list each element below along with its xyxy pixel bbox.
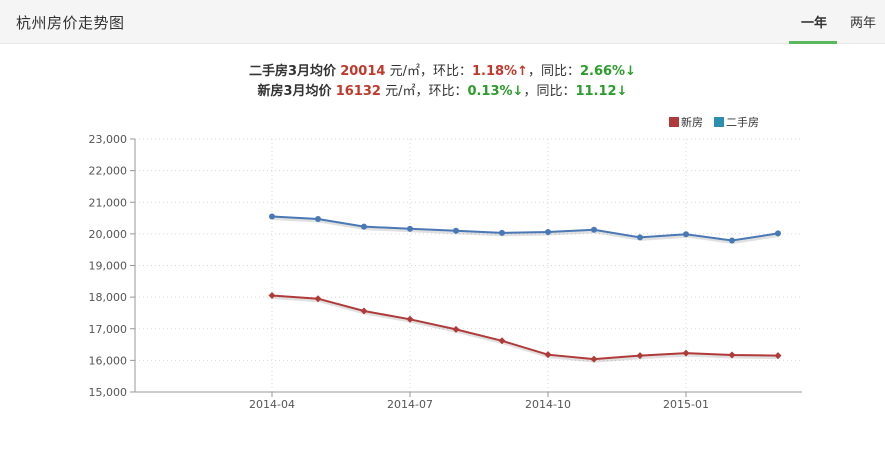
data-point	[775, 230, 781, 237]
data-point	[636, 352, 644, 360]
data-point	[406, 315, 414, 323]
data-point	[729, 237, 735, 244]
data-point	[683, 231, 689, 238]
summary-line-secondhand: 二手房3月均价 20014 元/㎡，环比：1.18%↑，同比：2.66%↓	[0, 62, 885, 82]
x-tick-label: 2014-04	[249, 398, 295, 411]
x-tick-label: 2015-01	[663, 398, 709, 411]
summary-unit: 元/㎡，环比：	[385, 84, 468, 99]
y-tick-label: 17,000	[89, 323, 128, 336]
legend-label: 新房	[681, 115, 703, 129]
data-point	[637, 234, 643, 241]
summary-line-new: 新房3月均价 16132 元/㎡，环比：0.13%↓，同比：11.12↓	[0, 82, 885, 102]
data-point	[499, 229, 505, 236]
data-point	[728, 351, 736, 359]
summary-price: 20014	[340, 64, 386, 79]
tab-one-year[interactable]: 一年	[800, 16, 827, 31]
data-point	[682, 349, 690, 357]
summary-yoy: 2.66%↓	[579, 64, 636, 79]
data-point	[545, 228, 551, 235]
data-point	[544, 351, 552, 359]
summary-yoy: 11.12↓	[575, 84, 628, 99]
legend-label: 二手房	[726, 115, 759, 129]
data-point	[452, 325, 460, 333]
data-point	[591, 226, 597, 233]
y-tick-label: 21,000	[89, 196, 128, 209]
data-point	[498, 337, 506, 345]
data-point	[407, 225, 413, 232]
legend-secondhand: 二手房	[714, 115, 759, 129]
data-point	[453, 227, 459, 234]
data-point	[360, 307, 368, 315]
y-tick-label: 23,000	[89, 133, 128, 146]
y-tick-label: 20,000	[89, 228, 128, 241]
data-point	[269, 213, 275, 220]
data-point	[268, 292, 276, 300]
data-point	[774, 352, 782, 360]
legend-new: 新房	[669, 115, 703, 129]
data-point	[315, 216, 321, 223]
series-line-secondhand	[271, 215, 779, 242]
summary-sep: ，同比：	[523, 84, 576, 99]
summary-price: 16132	[335, 84, 381, 99]
header-bar: 杭州房价走势图 一年 两年	[0, 0, 885, 44]
data-point	[361, 223, 367, 230]
page-title: 杭州房价走势图	[16, 14, 125, 32]
x-tick-label: 2014-10	[525, 398, 571, 411]
price-summary: 二手房3月均价 20014 元/㎡，环比：1.18%↑，同比：2.66%↓ 新房…	[0, 62, 885, 102]
summary-mom: 1.18%↑	[471, 64, 528, 79]
tab-two-year[interactable]: 两年	[849, 16, 876, 31]
series-line-shadow	[272, 296, 780, 363]
y-tick-label: 15,000	[89, 386, 128, 399]
active-tab-indicator	[789, 41, 837, 44]
y-tick-label: 19,000	[89, 260, 128, 273]
legend-swatch	[714, 117, 724, 127]
y-tick-label: 16,000	[89, 354, 128, 367]
legend-swatch	[669, 117, 679, 127]
y-tick-label: 22,000	[89, 165, 128, 178]
y-tick-label: 18,000	[89, 291, 128, 304]
series-line-new	[271, 294, 779, 361]
data-point	[590, 355, 598, 363]
summary-label: 新房3月均价	[257, 84, 332, 99]
data-point	[314, 295, 322, 303]
summary-label: 二手房3月均价	[249, 64, 337, 79]
series-line-shadow	[272, 217, 780, 245]
summary-unit: 元/㎡，环比：	[389, 64, 472, 79]
x-tick-label: 2014-07	[387, 398, 433, 411]
summary-sep: ，同比：	[527, 64, 580, 79]
summary-mom: 0.13%↓	[467, 84, 524, 99]
